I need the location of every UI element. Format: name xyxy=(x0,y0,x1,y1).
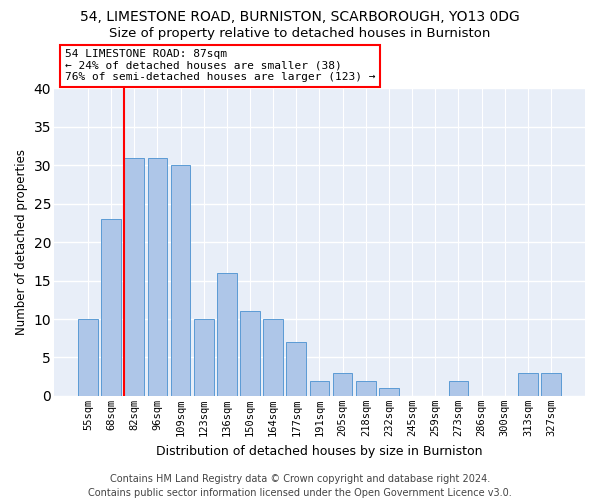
Bar xyxy=(124,158,144,396)
Bar xyxy=(310,380,329,396)
Bar xyxy=(263,319,283,396)
Bar xyxy=(518,373,538,396)
X-axis label: Distribution of detached houses by size in Burniston: Distribution of detached houses by size … xyxy=(156,444,483,458)
Bar xyxy=(356,380,376,396)
Bar xyxy=(171,166,190,396)
Bar xyxy=(379,388,399,396)
Text: Contains HM Land Registry data © Crown copyright and database right 2024.
Contai: Contains HM Land Registry data © Crown c… xyxy=(88,474,512,498)
Bar xyxy=(541,373,561,396)
Text: 54, LIMESTONE ROAD, BURNISTON, SCARBOROUGH, YO13 0DG: 54, LIMESTONE ROAD, BURNISTON, SCARBOROU… xyxy=(80,10,520,24)
Bar xyxy=(217,273,237,396)
Y-axis label: Number of detached properties: Number of detached properties xyxy=(15,149,28,335)
Bar xyxy=(449,380,468,396)
Bar xyxy=(148,158,167,396)
Bar xyxy=(333,373,352,396)
Bar xyxy=(194,319,214,396)
Bar xyxy=(78,319,98,396)
Text: Size of property relative to detached houses in Burniston: Size of property relative to detached ho… xyxy=(109,28,491,40)
Bar xyxy=(240,312,260,396)
Bar xyxy=(286,342,306,396)
Text: 54 LIMESTONE ROAD: 87sqm
← 24% of detached houses are smaller (38)
76% of semi-d: 54 LIMESTONE ROAD: 87sqm ← 24% of detach… xyxy=(65,49,375,82)
Bar xyxy=(101,219,121,396)
